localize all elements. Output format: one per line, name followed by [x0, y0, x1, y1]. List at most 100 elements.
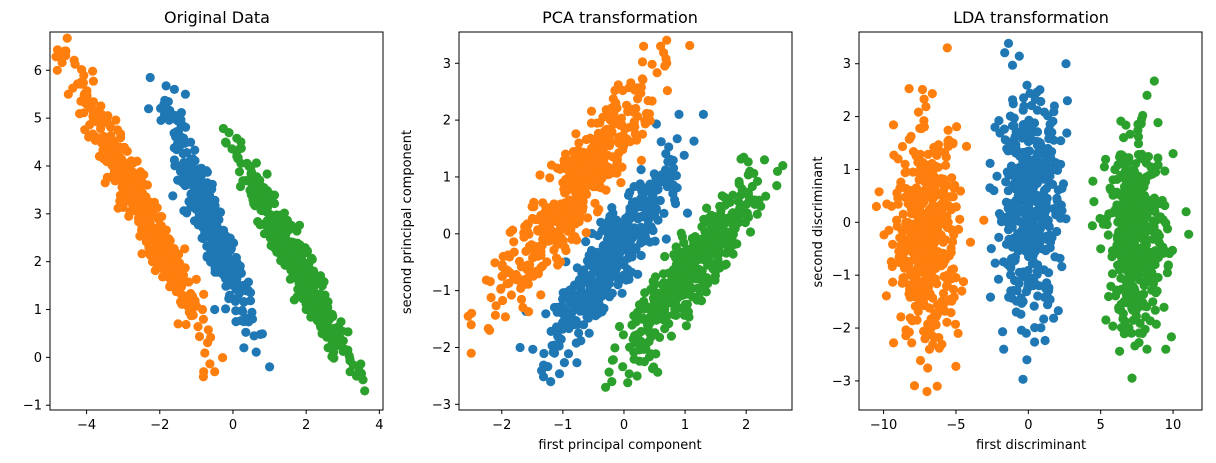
scatter-point — [610, 85, 620, 96]
scatter-point — [1018, 374, 1028, 384]
scatter-point — [898, 209, 908, 219]
scatter-point — [206, 217, 216, 227]
scatter-point — [608, 94, 618, 104]
scatter-point — [674, 109, 684, 119]
scatter-point — [694, 264, 704, 274]
scatter-point — [1057, 262, 1067, 272]
scatter-point — [125, 183, 135, 193]
scatter-point — [681, 321, 692, 331]
scatter-point — [896, 177, 906, 187]
scatter-point — [1035, 138, 1045, 148]
scatter-point — [233, 265, 243, 275]
scatter-point — [184, 277, 194, 287]
scatter-point — [586, 259, 597, 269]
scatter-point — [1032, 105, 1042, 115]
scatter-point — [680, 299, 690, 310]
scatter-point — [1104, 291, 1114, 302]
scatter-point — [144, 215, 154, 225]
scatter-point — [904, 327, 914, 337]
scatter-point — [545, 173, 555, 183]
scatter-point — [920, 300, 930, 311]
scatter-point — [711, 212, 721, 222]
scatter-point — [1119, 254, 1129, 264]
scatter-point — [1013, 180, 1023, 190]
scatter-point — [572, 263, 582, 273]
scatter-point — [1028, 119, 1038, 129]
scatter-point — [552, 307, 562, 317]
scatter-point — [631, 332, 642, 342]
scatter-point — [594, 204, 604, 214]
scatter-point — [622, 220, 633, 230]
scatter-point — [1153, 272, 1163, 283]
scatter-point — [232, 147, 242, 157]
scatter-point — [1148, 297, 1158, 307]
scatter-point — [930, 277, 940, 287]
scatter-point — [597, 174, 607, 184]
scatter-point — [116, 129, 126, 139]
scatter-point — [1014, 231, 1024, 241]
y-tick-label: 0 — [34, 351, 42, 366]
scatter-point — [165, 236, 175, 246]
scatter-point — [581, 134, 592, 145]
scatter-point — [302, 282, 312, 292]
scatter-point — [1168, 149, 1178, 159]
scatter-point — [218, 353, 228, 363]
scatter-point — [979, 215, 989, 225]
scatter-point — [269, 198, 280, 209]
scatter-point — [109, 149, 119, 159]
scatter-point — [931, 312, 941, 322]
scatter-point — [1151, 288, 1161, 298]
scatter-point — [950, 180, 960, 190]
scatter-point — [1119, 244, 1129, 254]
scatter-point — [606, 272, 616, 282]
scatter-point — [946, 192, 956, 202]
scatter-point — [647, 96, 657, 106]
scatter-point — [761, 191, 771, 201]
scatter-point — [563, 349, 574, 359]
scatter-point — [1150, 305, 1160, 315]
scatter-point — [926, 330, 936, 340]
scatter-point — [646, 186, 657, 196]
scatter-point — [614, 132, 624, 142]
scatter-point — [985, 158, 995, 168]
scatter-point — [251, 158, 261, 168]
scatter-point — [80, 98, 90, 108]
scatter-point — [1142, 344, 1152, 354]
scatter-point — [1153, 118, 1163, 128]
scatter-point — [187, 177, 197, 187]
scatter-point — [559, 358, 570, 368]
series-1 — [871, 43, 989, 397]
scatter-point — [231, 317, 241, 327]
scatter-point — [750, 199, 760, 209]
scatter-point — [662, 58, 672, 68]
scatter-point — [926, 160, 936, 170]
scatter-point — [1025, 229, 1035, 239]
scatter-point — [593, 149, 603, 160]
x-axis-label: first principal component — [538, 438, 701, 453]
scatter-point — [601, 382, 611, 392]
y-axis-label: second principal component — [400, 130, 415, 314]
scatter-point — [1139, 198, 1149, 208]
scatter-point — [516, 294, 527, 304]
scatter-point — [1062, 128, 1072, 138]
scatter-point — [574, 293, 584, 303]
scatter-point — [985, 292, 996, 302]
scatter-point — [1143, 263, 1153, 273]
scatter-point — [607, 246, 617, 256]
scatter-point — [323, 343, 333, 353]
scatter-point — [663, 157, 673, 167]
scatter-point — [1151, 319, 1161, 329]
scatter-point — [1160, 166, 1170, 176]
scatter-point — [946, 202, 957, 212]
scatter-point — [631, 228, 641, 238]
scatter-point — [921, 191, 931, 201]
scatter-point — [604, 367, 614, 377]
plot-frame — [458, 31, 793, 411]
scatter-point — [164, 273, 174, 283]
scatter-point — [617, 162, 627, 172]
scatter-point — [1131, 269, 1141, 279]
y-tick-label: 3 — [443, 57, 451, 72]
scatter-point — [257, 329, 267, 339]
scatter-point — [936, 230, 946, 240]
scatter-point — [1133, 139, 1144, 149]
